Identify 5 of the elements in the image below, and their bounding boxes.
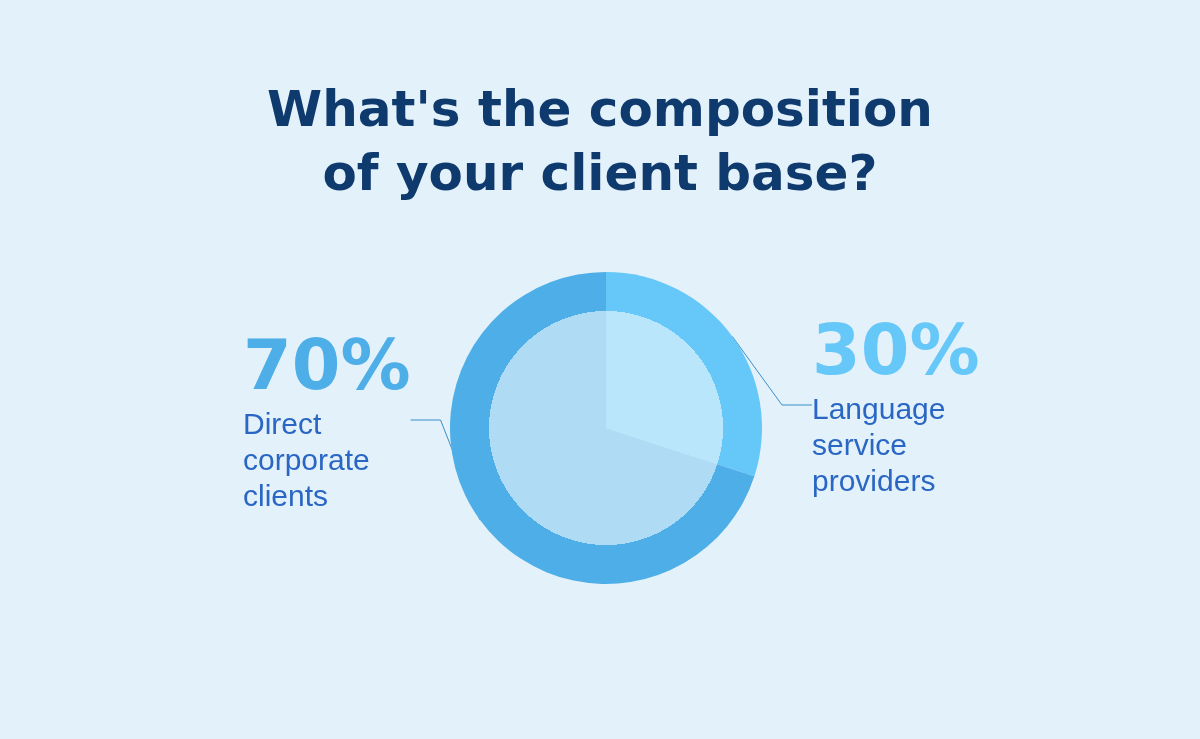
data-label: 70% <box>243 324 411 406</box>
chart-title: What's the composition of your client base? <box>267 80 933 202</box>
slice-label: Direct corporate clients <box>243 406 370 512</box>
data-label: 30% <box>812 309 980 391</box>
slice-label: Language service providers <box>812 391 946 497</box>
